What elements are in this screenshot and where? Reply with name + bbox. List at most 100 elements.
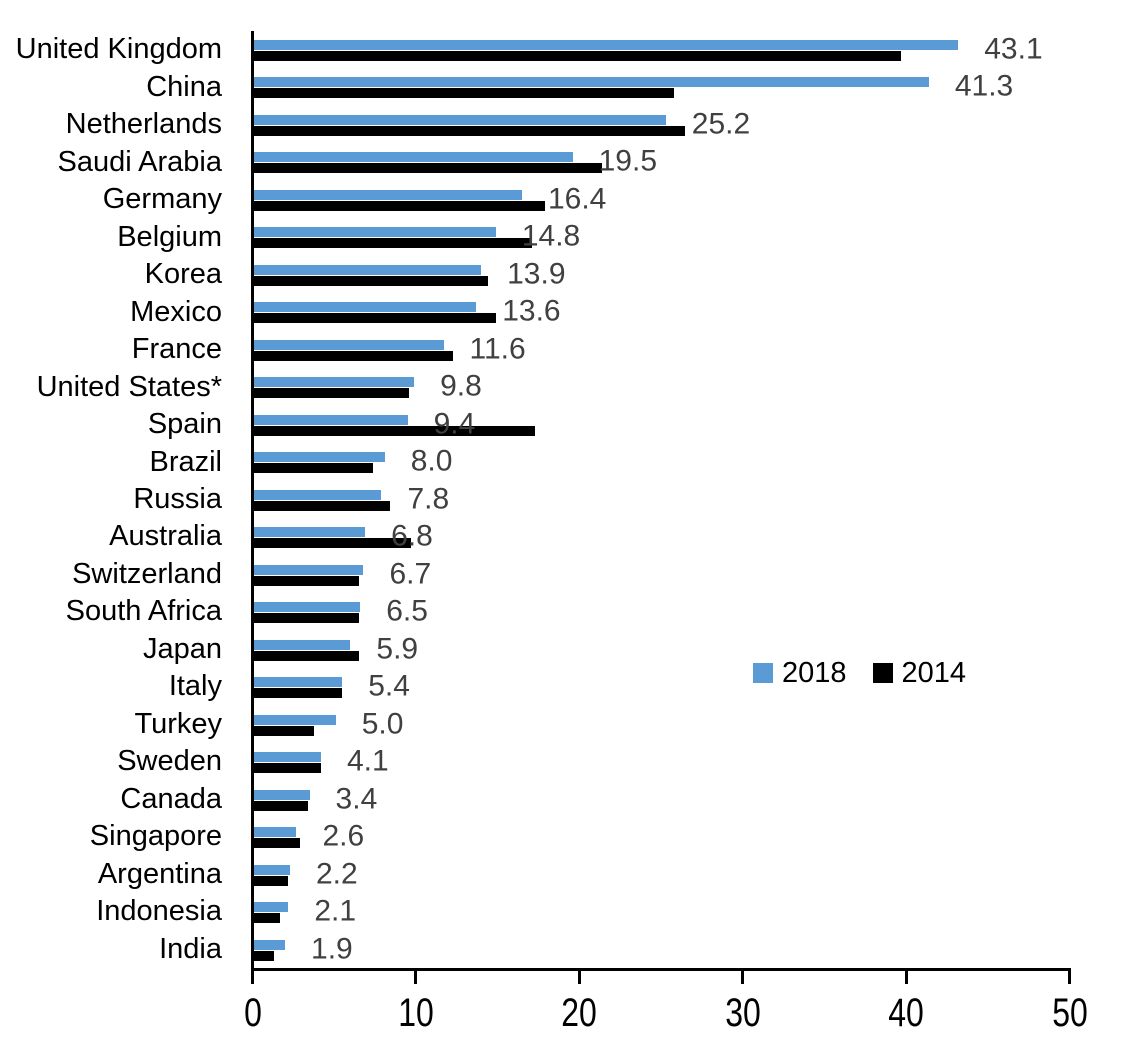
bar-group: 5.4: [254, 668, 1071, 705]
x-tick-label: 10: [398, 991, 434, 1035]
value-label: 8.0: [410, 444, 453, 478]
bar-2018: [254, 827, 297, 838]
category-label: Germany: [102, 183, 222, 216]
legend-swatch-2018: [753, 663, 773, 683]
bar-2014: [254, 838, 300, 849]
category-label: Indonesia: [96, 895, 222, 928]
x-tick-mark: [741, 971, 745, 984]
bar-2014: [254, 875, 289, 886]
x-tick-label: 20: [561, 991, 598, 1035]
bar-2018: [254, 789, 310, 800]
bar-2014: [254, 463, 374, 474]
bar-2014: [254, 725, 315, 736]
bar-2018: [254, 264, 482, 275]
bar-group: 5.9: [254, 631, 1071, 668]
category-label: United Kingdom: [15, 33, 222, 66]
value-label: 6.8: [391, 519, 433, 553]
bar-group: 3.4: [254, 781, 1071, 818]
bar-group: 2.1: [254, 893, 1071, 930]
bar-2014: [254, 800, 308, 811]
bar-group: 16.4: [254, 181, 1071, 218]
value-label: 2.6: [322, 819, 365, 853]
bar-group: 6.5: [254, 593, 1071, 630]
category-label: China: [146, 70, 222, 103]
value-label: 2.1: [314, 894, 357, 928]
value-label: 43.1: [984, 32, 1043, 66]
legend: 2018 2014: [753, 655, 966, 691]
value-label: 5.9: [376, 632, 419, 666]
legend-label-2014: 2014: [901, 656, 967, 689]
value-label: 4.1: [346, 744, 389, 778]
bar-2018: [254, 227, 496, 238]
category-label: Singapore: [89, 820, 222, 853]
bar-group: 6.7: [254, 556, 1071, 593]
bar-group: 9.8: [254, 368, 1071, 405]
bar-2018: [254, 602, 361, 613]
bar-group: 19.5: [254, 143, 1071, 180]
category-label: Belgium: [117, 220, 222, 253]
bar-2014: [254, 238, 532, 249]
bar-2018: [254, 189, 522, 200]
value-label: 13.6: [502, 294, 561, 328]
value-label: 11.6: [469, 332, 526, 366]
bar-2018: [254, 564, 364, 575]
category-label: Brazil: [149, 445, 222, 478]
bar-2014: [254, 350, 454, 361]
value-label: 9.4: [433, 407, 476, 441]
x-tick-label: 40: [888, 991, 924, 1035]
bar-2014: [254, 613, 359, 624]
bar-2018: [254, 302, 477, 313]
value-label: 7.8: [407, 482, 450, 516]
category-label: Italy: [168, 670, 222, 703]
bar-group: 25.2: [254, 106, 1071, 143]
plot-area: 43.1 41.3 25.2 19.5 16.4 14.8 13.9 13.6 11.6 9.8 9…: [251, 31, 1071, 971]
category-label: Mexico: [130, 295, 222, 328]
bar-2014: [254, 275, 488, 286]
bar-2014: [254, 425, 536, 436]
bar-2018: [254, 40, 959, 50]
category-label: Argentina: [97, 857, 222, 890]
category-label: Russia: [133, 482, 222, 515]
x-axis: 0 10 20 30 40 50: [244, 971, 1087, 1041]
value-label: 19.5: [598, 144, 658, 178]
category-label: Saudi Arabia: [57, 145, 222, 178]
bar-2018: [254, 414, 408, 425]
bar-2018: [254, 152, 573, 163]
x-tick-label: 0: [243, 991, 262, 1035]
bar-2018: [254, 864, 290, 875]
value-label: 25.2: [691, 107, 751, 141]
bar-group: 4.1: [254, 743, 1071, 780]
value-label: 3.4: [335, 782, 378, 816]
bar-2014: [254, 51, 902, 61]
bar-group: 2.2: [254, 856, 1071, 893]
bar-group: 6.8: [254, 518, 1071, 555]
x-tick-label: 30: [724, 991, 761, 1035]
value-label: 16.4: [547, 182, 607, 216]
value-label: 9.8: [440, 369, 482, 403]
bar-2014: [254, 500, 390, 511]
bar-2014: [254, 125, 686, 136]
category-label: Canada: [120, 782, 222, 815]
legend-item-2014: 2014: [872, 656, 967, 689]
bar-2018: [254, 527, 366, 538]
x-tick-label: 50: [1051, 991, 1088, 1035]
bar-2014: [254, 913, 281, 924]
category-label: Switzerland: [72, 557, 222, 590]
x-tick-mark: [904, 971, 908, 984]
bar-2014: [254, 200, 545, 211]
bar-2018: [254, 639, 351, 650]
bar-2014: [254, 88, 674, 99]
bar-group: 13.6: [254, 293, 1071, 330]
category-label: Spain: [147, 408, 222, 441]
bar-group: 43.1: [254, 31, 1071, 68]
value-label: 14.8: [521, 219, 581, 253]
bar-2018: [254, 77, 929, 88]
category-label: Turkey: [134, 707, 222, 740]
category-label: Sweden: [117, 745, 222, 778]
value-label: 6.5: [386, 594, 428, 628]
value-label: 13.9: [507, 257, 566, 291]
legend-label-2018: 2018: [782, 656, 847, 689]
bar-2018: [254, 714, 336, 725]
category-label: France: [131, 333, 222, 366]
